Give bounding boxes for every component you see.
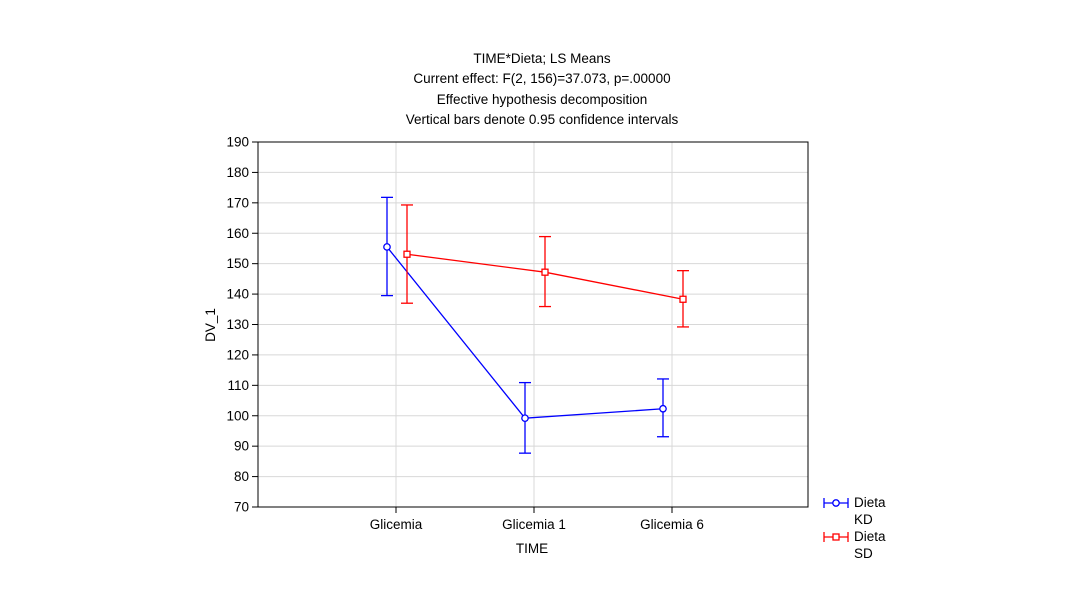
y-tick-label: 90 — [234, 439, 249, 454]
legend-marker — [832, 499, 840, 507]
x-tick-label: Glicemia 6 — [640, 517, 704, 532]
data-point — [659, 404, 667, 413]
y-tick-label: 70 — [234, 500, 249, 515]
legend-label: KD — [854, 512, 873, 527]
data-point — [541, 268, 549, 276]
y-tick-label: 120 — [226, 347, 249, 362]
y-tick-label: 140 — [226, 287, 249, 302]
legend-label: Dieta — [854, 529, 886, 544]
chart-subtitle-decomposition: Effective hypothesis decomposition — [436, 92, 648, 107]
legend-marker — [832, 533, 840, 541]
y-axis-label: DV_1 — [203, 308, 218, 342]
y-tick-label: 170 — [226, 195, 249, 210]
gridlines — [258, 142, 808, 507]
legend: Dieta KD Dieta SD — [823, 495, 886, 561]
chart-subtitle-effect: Current effect: F(2, 156)=37.073, p=.000… — [413, 71, 671, 86]
y-tick-label: 100 — [226, 408, 249, 423]
x-axis-label: TIME — [516, 541, 548, 556]
legend-item-dieta-sd: Dieta SD — [823, 529, 886, 561]
chart-subtitle-ci-note: Vertical bars denote 0.95 confidence int… — [405, 112, 679, 127]
y-axis: 70 80 90 100 110 120 130 140 150 160 170 180 190 — [226, 135, 258, 515]
x-tick-label: Glicemia — [370, 517, 423, 532]
data-point — [383, 243, 391, 251]
x-tick-label: Glicemia 1 — [502, 517, 566, 532]
y-tick-label: 130 — [226, 317, 249, 332]
data-point — [403, 250, 411, 258]
y-tick-label: 80 — [234, 469, 249, 484]
y-tick-label: 180 — [226, 165, 249, 180]
chart-title: TIME*Dieta; LS Means — [473, 51, 611, 66]
x-axis: Glicemia Glicemia 1 Glicemia 6 — [370, 507, 704, 532]
data-point — [679, 295, 687, 303]
y-tick-label: 110 — [227, 378, 249, 393]
series-group — [381, 196, 689, 454]
data-point — [521, 414, 529, 423]
series-dieta-sd — [401, 204, 689, 328]
y-tick-label: 160 — [226, 226, 249, 241]
legend-label: Dieta — [854, 495, 886, 510]
legend-item-dieta-kd: Dieta KD — [823, 495, 886, 527]
y-tick-label: 150 — [226, 256, 249, 271]
legend-label: SD — [854, 546, 873, 561]
series-dieta-kd — [381, 196, 669, 454]
y-tick-label: 190 — [226, 135, 249, 150]
